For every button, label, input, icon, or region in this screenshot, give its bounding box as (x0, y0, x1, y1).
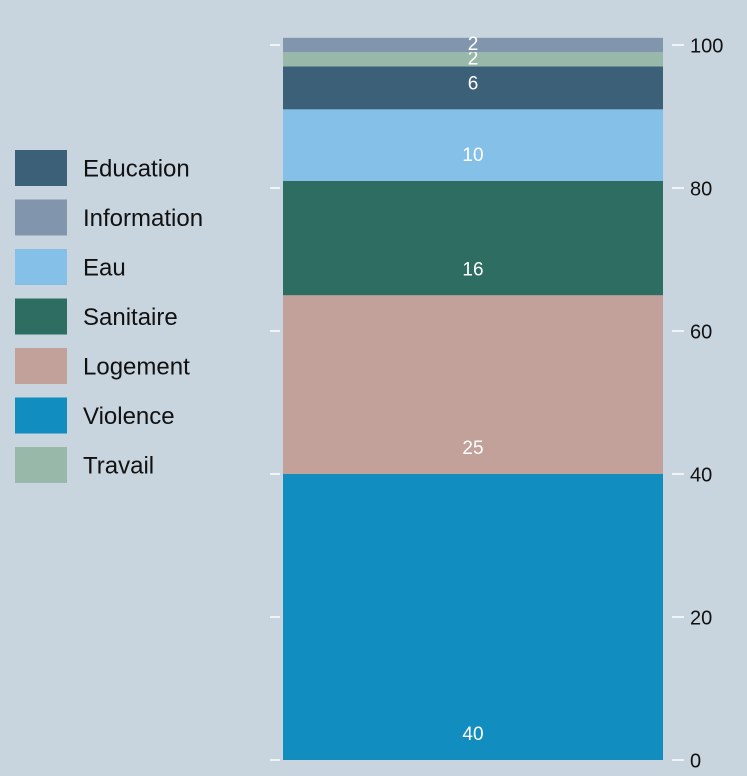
legend-label: Education (83, 155, 190, 182)
value-label: 2 (468, 34, 479, 55)
bar-segment (283, 37, 663, 53)
legend-swatch (15, 447, 67, 483)
legend-swatch (15, 348, 67, 384)
legend-swatch (15, 397, 67, 434)
y-tick-label: 20 (690, 607, 712, 629)
legend-swatch (15, 150, 67, 186)
legend-label: Eau (83, 254, 126, 281)
y-tick-label: 80 (690, 178, 712, 200)
legend-label: Logement (83, 353, 190, 380)
value-label: 40 (462, 724, 483, 745)
y-tick-label: 0 (690, 750, 701, 772)
value-label: 16 (462, 259, 483, 280)
bar-segment (283, 474, 663, 760)
value-label: 6 (468, 73, 479, 94)
y-tick-label: 100 (690, 35, 723, 57)
bar-segment (283, 180, 663, 296)
y-tick-label: 40 (690, 464, 712, 486)
bar-segment (283, 295, 663, 474)
bar-segment (283, 52, 663, 67)
legend-swatch (15, 199, 67, 236)
value-label: 25 (462, 438, 483, 459)
y-tick-label: 60 (690, 321, 712, 343)
legend-label: Information (83, 205, 203, 232)
value-label: 2 (468, 48, 479, 69)
bar-segment (283, 109, 663, 181)
legend-swatch (15, 249, 67, 285)
legend-swatch (15, 298, 67, 335)
legend-label: Sanitaire (83, 304, 178, 331)
bar-segment (283, 66, 663, 110)
legend-label: Travail (83, 452, 154, 479)
legend-label: Violence (83, 403, 175, 430)
value-label: 10 (462, 145, 483, 166)
